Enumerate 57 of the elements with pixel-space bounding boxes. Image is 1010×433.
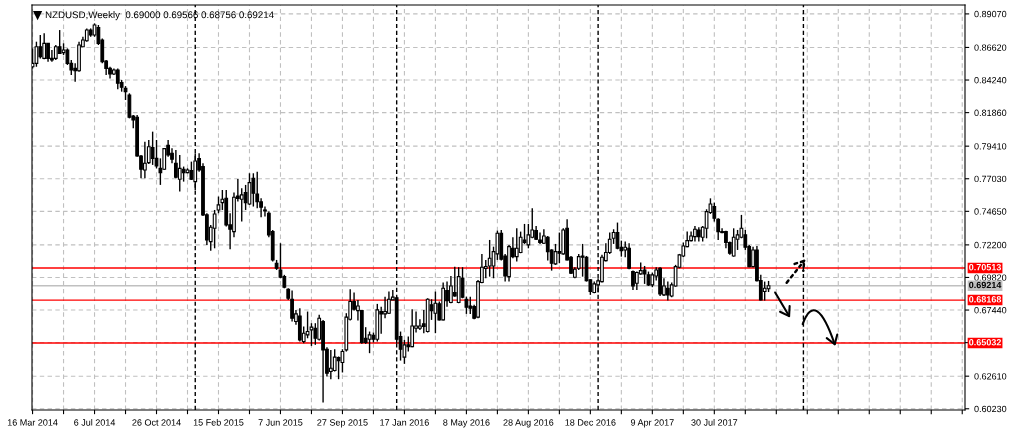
y-tick-label: 0.81860 <box>974 109 1007 116</box>
candlestick <box>42 32 47 61</box>
y-tick-label: 0.60230 <box>974 405 1007 413</box>
x-tick-label: 8 May 2016 <box>443 419 490 428</box>
candlestick <box>46 42 50 63</box>
candlestick <box>143 140 147 180</box>
candlestick <box>290 289 294 323</box>
candlestick <box>433 290 438 334</box>
x-tick-label: 6 Jul 2014 <box>74 419 116 426</box>
candlestick <box>762 280 767 302</box>
candlestick <box>514 227 519 263</box>
y-tick-label: 0.62610 <box>974 373 1007 380</box>
candlestick <box>387 290 391 315</box>
candlestick <box>487 239 492 278</box>
y-tick-label: 0.72200 <box>974 241 1007 249</box>
x-tick-label: 16 Mar 2014 <box>7 419 58 426</box>
candlestick <box>328 349 333 380</box>
x-tick-label: 27 Sep 2015 <box>317 419 368 428</box>
ref-line-label: 0.70513 <box>969 264 1002 271</box>
candlestick <box>410 308 415 348</box>
candlestick <box>383 295 387 319</box>
y-tick-label: 0.84240 <box>974 77 1007 84</box>
candlestick <box>150 130 155 166</box>
candlestick <box>665 280 670 302</box>
y-tick-label: 0.86620 <box>974 44 1007 51</box>
y-tick-label: 0.77030 <box>974 175 1007 183</box>
candlestick <box>367 330 372 354</box>
x-tick-label: 26 Oct 2014 <box>132 419 181 426</box>
y-tick-label: 0.89070 <box>974 10 1007 18</box>
candlestick <box>627 242 631 270</box>
candlestick <box>189 160 194 181</box>
x-tick-label: 9 Apr 2017 <box>630 419 674 428</box>
candlestick <box>38 34 43 60</box>
candlestick <box>615 221 620 250</box>
candlestick <box>545 235 550 262</box>
y-tick-label: 0.69820 <box>974 274 1007 281</box>
candlestick <box>57 29 62 55</box>
y-tick-label: 0.67440 <box>974 307 1007 314</box>
candlestick <box>251 172 256 208</box>
x-tick-label: 17 Jan 2016 <box>380 419 429 426</box>
candlestick <box>557 231 562 264</box>
ref-line-label: 0.65032 <box>969 339 1001 346</box>
x-tick-label: 18 Dec 2016 <box>565 419 616 426</box>
candlestick <box>243 184 248 211</box>
y-tick-label: 0.79410 <box>974 143 1007 150</box>
x-tick-label: 7 Jun 2015 <box>258 419 303 426</box>
candlestick <box>212 209 217 249</box>
x-tick-label: 15 Feb 2015 <box>193 419 244 426</box>
candlestick <box>526 223 531 249</box>
x-tick-label: 28 Aug 2016 <box>503 419 554 428</box>
y-tick-label: 0.74650 <box>974 208 1007 215</box>
ref-line-label: 0.68168 <box>969 296 1002 303</box>
candlestick <box>177 154 182 193</box>
x-tick-label: 30 Jul 2017 <box>691 419 738 426</box>
candlestick <box>313 322 318 346</box>
ref-line-label: 0.69214 <box>969 281 1002 289</box>
text: NZDUSD,Weekly 0.69000 0.69566 0.68756 0.69214 <box>45 11 274 21</box>
